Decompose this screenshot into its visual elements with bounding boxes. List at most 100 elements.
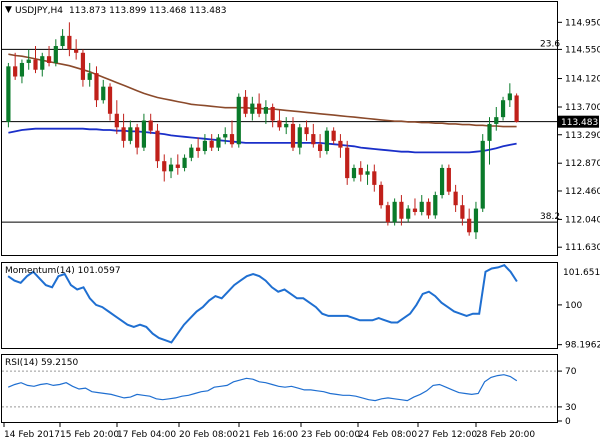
candle — [311, 123, 316, 148]
candle-body — [460, 205, 465, 219]
candle — [223, 127, 228, 145]
candle — [378, 181, 384, 209]
moving-averages — [8, 53, 517, 154]
candle-body — [263, 106, 268, 114]
candle — [467, 208, 472, 236]
candle — [297, 123, 302, 155]
candle-body — [223, 134, 228, 138]
candle-body — [114, 113, 119, 128]
candle — [460, 195, 465, 226]
candle — [162, 154, 167, 182]
price-ohlc: 113.873 113.899 113.468 113.483 — [69, 6, 226, 16]
candle-body — [426, 201, 431, 216]
momentum-path — [7, 264, 518, 344]
candle — [331, 127, 336, 145]
momentum-y-tick-label: 100 — [565, 301, 582, 311]
candle-body — [155, 130, 160, 162]
price-y-tick-label: 114.120 — [565, 75, 600, 85]
candle — [236, 93, 241, 148]
candle — [345, 140, 350, 185]
candle-body — [277, 120, 282, 128]
x-tick-label: 28 Feb 20:00 — [476, 430, 535, 440]
candle — [433, 191, 438, 219]
candle-body — [487, 123, 492, 141]
candle — [365, 164, 370, 185]
candle-body — [324, 130, 329, 152]
candle — [514, 93, 519, 123]
candle — [80, 49, 86, 87]
x-tick-label: 21 Feb 16:00 — [239, 430, 298, 440]
current-price-tag — [558, 115, 599, 128]
candle-body — [74, 49, 79, 53]
price-y-tick-label: 113.700 — [565, 103, 600, 113]
price-y-tick-label: 112.040 — [565, 215, 600, 225]
candle — [229, 120, 235, 148]
candle-body — [33, 59, 38, 70]
candle — [182, 154, 187, 172]
fib-level-label: 38.2 — [540, 212, 560, 222]
momentum-line — [7, 264, 518, 344]
candle-body — [514, 95, 519, 122]
candle — [121, 113, 126, 148]
candle — [107, 83, 113, 121]
price-y-tick-label: 114.550 — [565, 45, 600, 55]
candle — [426, 198, 431, 219]
candle-body — [453, 191, 458, 206]
candle — [128, 120, 133, 145]
candle-body — [60, 35, 65, 47]
candle — [385, 201, 390, 226]
candle-body — [236, 96, 241, 145]
current-price-label: 113.483 — [561, 118, 598, 128]
price-y-tick-label: 112.460 — [565, 187, 600, 197]
candle-body — [250, 103, 255, 114]
candle-body — [257, 103, 262, 114]
candle-body — [317, 144, 323, 152]
candle-body — [270, 106, 275, 121]
candle-body — [40, 56, 45, 70]
candle — [175, 154, 180, 175]
rsi-y-tick-label: 30 — [565, 403, 577, 413]
candle — [250, 96, 255, 121]
candle-body — [284, 123, 289, 128]
x-tick-label: 27 Feb 12:00 — [418, 430, 477, 440]
rsi-y-tick-label: 70 — [565, 367, 577, 377]
candle-body — [480, 140, 485, 209]
candle — [480, 134, 485, 212]
candle-body — [67, 35, 72, 50]
fib-level-label: 23.6 — [540, 39, 560, 49]
candle — [6, 62, 11, 128]
ma-blue-line — [8, 127, 517, 154]
x-tick-label: 20 Feb 08:00 — [179, 430, 238, 440]
candle-body — [406, 208, 411, 219]
candle-body — [385, 205, 390, 223]
candle — [317, 134, 323, 158]
candle — [13, 52, 18, 80]
candle-body — [507, 93, 512, 101]
candle — [487, 117, 492, 165]
candle — [338, 134, 343, 158]
candle-body — [19, 62, 25, 77]
candle-body — [209, 140, 214, 148]
candle-body — [392, 201, 397, 223]
candle-body — [473, 208, 479, 233]
candle-body — [378, 184, 384, 206]
price-y-tick-label: 113.290 — [565, 131, 600, 141]
candle-body — [331, 130, 336, 141]
candle — [53, 39, 58, 67]
candle-body — [135, 127, 140, 148]
candle — [277, 110, 282, 131]
rsi-y-tick-label: 0 — [565, 417, 571, 427]
candle-body — [365, 171, 370, 175]
x-tick-label: 23 Feb 00:00 — [301, 430, 360, 440]
candle-body — [243, 96, 248, 114]
candle — [155, 123, 160, 168]
candle-body — [128, 127, 133, 141]
rsi-path — [7, 374, 518, 402]
price-y-tick-label: 111.630 — [565, 243, 600, 253]
candle — [189, 144, 194, 162]
price-y-tick-label: 114.950 — [565, 18, 600, 28]
candlesticks — [6, 22, 519, 240]
candle-body — [494, 117, 499, 124]
